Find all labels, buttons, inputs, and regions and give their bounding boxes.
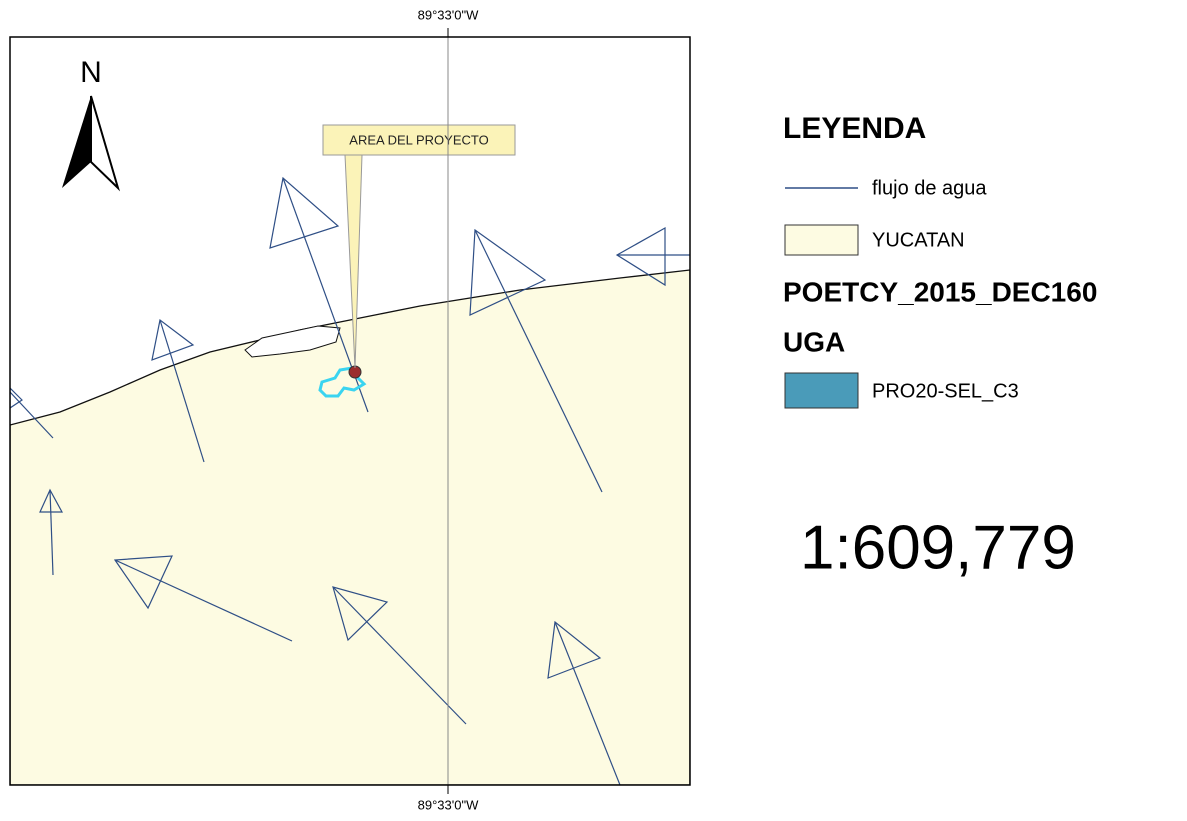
scale-text: 1:609,779 bbox=[800, 513, 1076, 582]
legend-layer: POETCY_2015_DEC160 bbox=[783, 276, 1097, 307]
legend-group: UGA bbox=[783, 326, 845, 357]
legend-label: PRO20-SEL_C3 bbox=[872, 380, 1019, 402]
north-arrow-right bbox=[90, 95, 121, 192]
legend-swatch bbox=[784, 224, 859, 256]
project-area bbox=[318, 366, 367, 398]
legend: LEYENDA flujo de agua YUCATAN POETCY_201… bbox=[783, 112, 1097, 409]
map-body: AREA DEL PROYECTO bbox=[10, 37, 690, 785]
callout-box bbox=[322, 124, 516, 156]
north-arrow: N bbox=[62, 56, 121, 192]
lagoon bbox=[244, 325, 341, 358]
callout-label: AREA DEL PROYECTO bbox=[349, 132, 488, 147]
coastline bbox=[10, 269, 690, 785]
map-frame bbox=[9, 36, 691, 786]
water-flow bbox=[10, 176, 690, 785]
legend-swatch bbox=[784, 372, 859, 409]
legend-label: flujo de agua bbox=[872, 177, 987, 199]
graticule-label: 89°33'0"W bbox=[418, 7, 479, 22]
graticule-label: 89°33'0"W bbox=[418, 797, 479, 812]
legend-label: YUCATAN bbox=[872, 229, 965, 251]
north-arrow-left bbox=[62, 96, 91, 188]
legend-title: LEYENDA bbox=[783, 112, 926, 145]
north-label: N bbox=[80, 56, 102, 89]
